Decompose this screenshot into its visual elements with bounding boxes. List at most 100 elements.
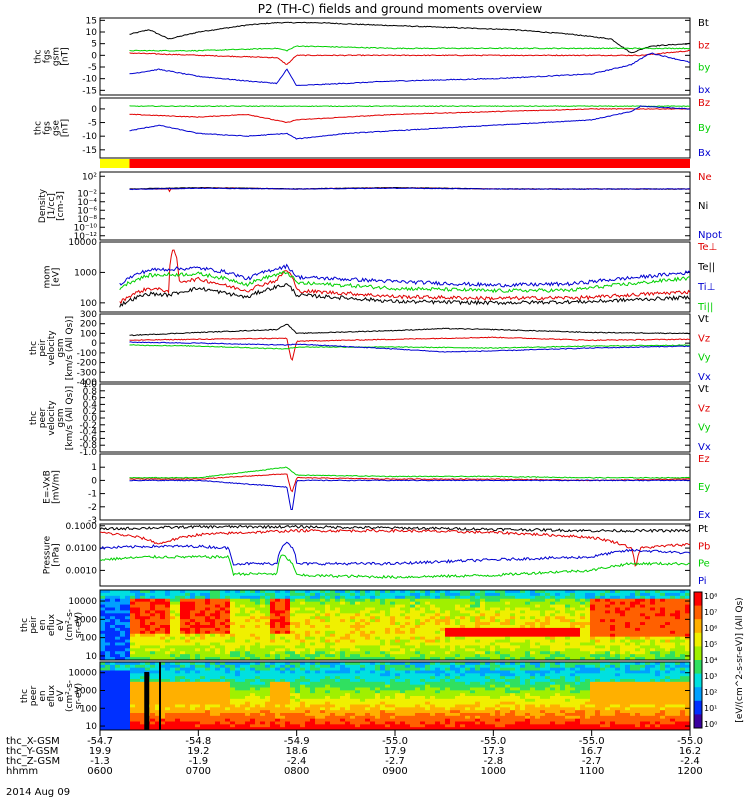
heatmap-cell	[165, 707, 171, 711]
heatmap-cell	[285, 664, 291, 669]
heatmap-cell	[310, 715, 316, 720]
heatmap-cell	[315, 627, 321, 632]
heatmap-cell	[455, 604, 461, 608]
heatmap-cell	[100, 601, 106, 605]
heatmap-cell	[400, 667, 406, 671]
heatmap-cell	[475, 704, 481, 708]
heatmap-cell	[430, 710, 436, 714]
heatmap-cell	[610, 610, 616, 614]
heatmap-cell	[325, 636, 331, 640]
heatmap-cell	[465, 718, 471, 722]
heatmap-cell	[130, 687, 136, 691]
heatmap-cell	[200, 627, 206, 632]
heatmap-cell	[255, 718, 261, 722]
heatmap-cell	[665, 604, 671, 608]
heatmap-cell	[150, 724, 156, 728]
heatmap-cell	[260, 639, 266, 643]
heatmap-cell	[220, 622, 226, 626]
y-axis-label: gsm	[56, 408, 66, 427]
heatmap-cell	[595, 642, 601, 646]
heatmap-cell	[465, 664, 471, 669]
heatmap-cell	[300, 696, 306, 700]
heatmap-cell	[400, 592, 406, 597]
heatmap-cell	[590, 648, 596, 652]
heatmap-cell	[220, 616, 226, 620]
heatmap-cell	[275, 681, 281, 686]
heatmap-cell	[435, 673, 441, 677]
heatmap-cell	[465, 662, 471, 666]
heatmap-cell	[265, 625, 271, 629]
heatmap-cell	[310, 610, 316, 614]
heatmap-cell	[625, 633, 631, 638]
heatmap-cell	[265, 616, 271, 620]
heatmap-cell	[105, 604, 111, 608]
heatmap-cell	[570, 645, 576, 649]
heatmap-cell	[665, 619, 671, 623]
heatmap-cell	[515, 648, 521, 652]
heatmap-cell	[325, 676, 331, 680]
heatmap-cell	[480, 701, 486, 705]
heatmap-cell	[420, 625, 426, 629]
heatmap-cell	[325, 622, 331, 626]
heatmap-cell	[235, 601, 241, 605]
heatmap-cell	[165, 607, 171, 611]
heatmap-cell	[245, 610, 251, 614]
heatmap-cell	[485, 616, 491, 620]
heatmap-cell	[445, 630, 451, 635]
heatmap-cell	[170, 681, 176, 686]
heatmap-cell	[425, 664, 431, 669]
heatmap-cell	[265, 707, 271, 711]
heatmap-cell	[460, 690, 466, 694]
heatmap-cell	[360, 595, 366, 600]
heatmap-cell	[405, 630, 411, 635]
heatmap-cell	[170, 607, 176, 611]
heatmap-cell	[250, 651, 256, 655]
heatmap-cell	[175, 724, 181, 728]
heatmap-cell	[595, 636, 601, 640]
heatmap-cell	[175, 698, 181, 703]
heatmap-cell	[340, 693, 346, 697]
heatmap-cell	[640, 616, 646, 620]
heatmap-cell	[185, 664, 191, 669]
heatmap-cell	[380, 627, 386, 632]
heatmap-cell	[430, 633, 436, 638]
y-axis-label: [cm-3]	[56, 191, 66, 221]
heatmap-cell	[265, 715, 271, 720]
heatmap-cell	[410, 662, 416, 666]
heatmap-cell	[590, 639, 596, 643]
heatmap-cell	[330, 607, 336, 611]
heatmap-cell	[395, 690, 401, 694]
heatmap-cell	[535, 604, 541, 608]
heatmap-cell	[100, 673, 106, 677]
heatmap-cell	[535, 630, 541, 635]
heatmap-cell	[250, 713, 256, 717]
heatmap-cell	[210, 627, 216, 632]
heatmap-cell	[230, 676, 236, 680]
series-Ti⊥	[119, 263, 691, 288]
heatmap-cell	[590, 595, 596, 600]
heatmap-cell	[495, 648, 501, 652]
heatmap-cell	[655, 592, 661, 597]
heatmap-cell	[255, 710, 261, 714]
heatmap-cell	[475, 667, 481, 671]
heatmap-cell	[655, 625, 661, 629]
heatmap-cell	[250, 619, 256, 623]
heatmap-cell	[365, 601, 371, 605]
heatmap-cell	[380, 710, 386, 714]
heatmap-cell	[475, 707, 481, 711]
heatmap-cell	[465, 651, 471, 655]
heatmap-cell	[375, 690, 381, 694]
heatmap-cell	[320, 604, 326, 608]
heatmap-cell	[425, 676, 431, 680]
heatmap-cell	[510, 616, 516, 620]
heatmap-cell	[465, 696, 471, 700]
heatmap-cell	[220, 690, 226, 694]
heatmap-cell	[125, 601, 131, 605]
y-axis-label: mom	[43, 265, 53, 288]
heatmap-cell	[450, 636, 456, 640]
heatmap-cell	[180, 642, 186, 646]
heatmap-cell	[230, 710, 236, 714]
heatmap-cell	[320, 642, 326, 646]
heatmap-cell	[540, 610, 546, 614]
heatmap-cell	[285, 657, 291, 661]
